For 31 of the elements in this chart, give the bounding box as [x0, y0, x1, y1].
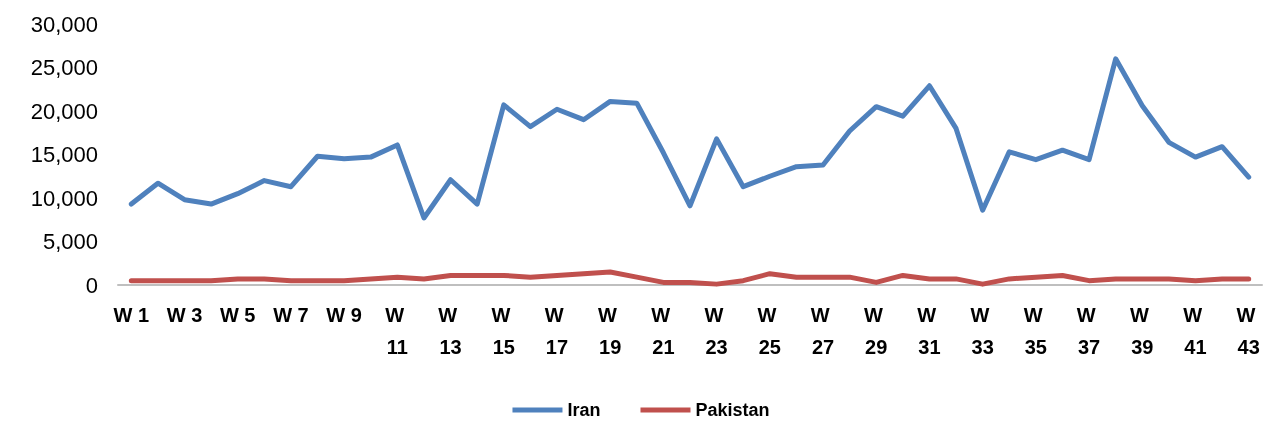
x-tick-label: W 1 [113, 304, 150, 326]
x-tick-label: W 21 [651, 304, 676, 358]
x-tick-label: W 7 [273, 304, 309, 326]
x-tick-label: W 37 [1076, 304, 1102, 358]
x-tick-label: W 41 [1183, 304, 1208, 358]
x-tick-label: W 39 [1130, 304, 1155, 358]
x-tick-label: W 3 [166, 304, 203, 326]
x-tick-label: W 5 [219, 304, 256, 326]
y-tick-label: 30,000 [30, 11, 98, 37]
x-tick-label: W 11 [385, 304, 410, 358]
y-tick-label: 20,000 [30, 98, 98, 124]
y-tick-label: 10,000 [30, 185, 98, 211]
x-tick-label: W 23 [704, 304, 729, 358]
y-tick-label: 15,000 [30, 142, 98, 167]
x-tick-label: W 33 [970, 304, 995, 358]
y-tick-label: 25,000 [30, 55, 98, 80]
x-tick-label: W 17 [544, 304, 570, 358]
x-tick-label: W 13 [438, 304, 463, 358]
legend-label: Iran [567, 400, 601, 420]
x-tick-label: W 27 [810, 304, 836, 358]
legend-label: Pakistan [695, 400, 770, 420]
y-tick-label: 0 [85, 272, 98, 298]
x-tick-label: W 19 [597, 304, 623, 358]
y-tick-label: 5,000 [42, 229, 98, 254]
x-tick-label: W 35 [1023, 304, 1049, 358]
x-tick-label: W 25 [757, 304, 783, 358]
x-tick-label: W 15 [491, 304, 516, 358]
x-tick-label: W 43 [1236, 304, 1261, 358]
x-tick-label: W 29 [864, 304, 889, 358]
x-tick-label: W 9 [326, 304, 362, 326]
x-tick-label: W 31 [917, 304, 942, 358]
